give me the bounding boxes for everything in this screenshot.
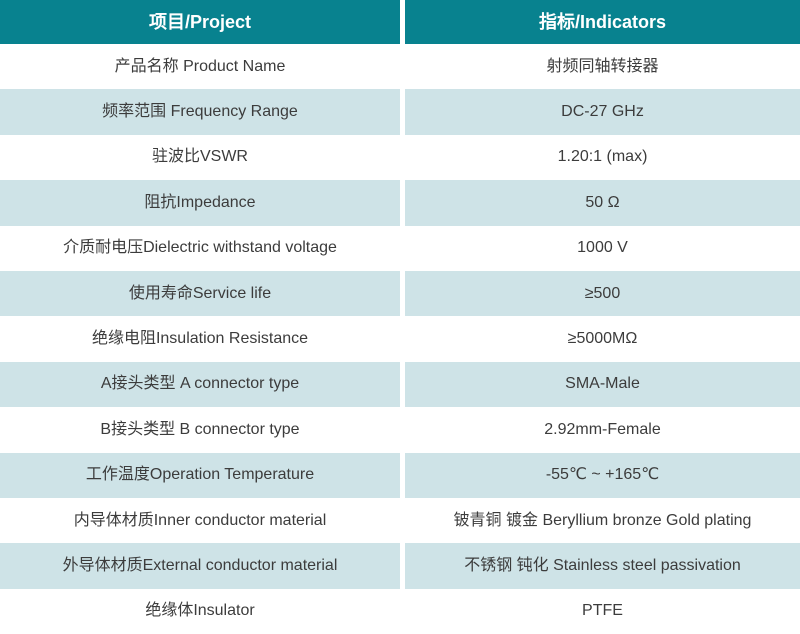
table-row: 工作温度Operation Temperature -55℃ ~ +165℃ — [0, 452, 800, 498]
table-row: 介质耐电压Dielectric withstand voltage 1000 V — [0, 225, 800, 271]
column-divider — [400, 225, 405, 271]
indicator-cell: 1.20:1 (max) — [557, 148, 648, 166]
project-cell: 频率范围 Frequency Range — [0, 89, 400, 135]
column-divider — [400, 407, 405, 453]
project-cell: 外导体材质External conductor material — [0, 543, 400, 589]
project-cell: A接头类型 A connector type — [0, 361, 400, 408]
indicator-cell: 50 Ω — [405, 180, 800, 226]
table-row: 使用寿命Service life ≥500 — [0, 270, 800, 317]
table-row: 驻波比VSWR 1.20:1 (max) — [0, 134, 800, 181]
indicator-cell: -55℃ ~ +165℃ — [405, 452, 800, 498]
column-divider — [400, 89, 405, 135]
table-row: 阻抗Impedance 50 Ω — [0, 180, 800, 226]
indicator-cell: ≥500 — [405, 270, 800, 317]
table-row: B接头类型 B connector type 2.92mm-Female — [0, 407, 800, 453]
indicator-cell: 1000 V — [577, 239, 628, 257]
column-divider — [400, 134, 405, 181]
indicator-cell: ≥5000MΩ — [567, 330, 638, 348]
indicator-cell: 2.92mm-Female — [544, 420, 661, 438]
project-cell: 使用寿命Service life — [0, 270, 400, 317]
table-row: 绝缘体Insulator PTFE — [0, 588, 800, 634]
column-divider — [400, 0, 405, 44]
project-cell: 产品名称 Product Name — [114, 57, 286, 75]
table-row: 产品名称 Product Name 射频同轴转接器 — [0, 44, 800, 90]
project-cell: 内导体材质Inner conductor material — [73, 511, 327, 529]
table-row: 频率范围 Frequency Range DC-27 GHz — [0, 89, 800, 135]
column-divider — [400, 270, 405, 317]
project-cell: 驻波比VSWR — [151, 148, 248, 166]
column-divider — [400, 44, 405, 90]
project-cell: B接头类型 B connector type — [100, 420, 300, 438]
column-divider — [400, 452, 405, 498]
indicator-cell: SMA-Male — [405, 361, 800, 408]
project-cell: 绝缘电阻Insulation Resistance — [91, 330, 309, 348]
project-cell: 工作温度Operation Temperature — [0, 452, 400, 498]
indicator-cell: DC-27 GHz — [405, 89, 800, 135]
column-divider — [400, 316, 405, 362]
indicator-cell: 射频同轴转接器 — [546, 57, 659, 75]
table-row: 外导体材质External conductor material 不锈钢 钝化 S… — [0, 543, 800, 589]
column-divider — [400, 180, 405, 226]
indicator-cell: PTFE — [582, 602, 623, 620]
table-row: A接头类型 A connector type SMA-Male — [0, 361, 800, 408]
project-cell: 介质耐电压Dielectric withstand voltage — [63, 239, 337, 257]
table-row: 内导体材质Inner conductor material 铍青铜 镀金 Bery… — [0, 497, 800, 544]
table-header-row: 项目/Project 指标/Indicators — [0, 0, 800, 44]
indicator-cell: 不锈钢 钝化 Stainless steel passivation — [405, 543, 800, 589]
column-divider — [400, 543, 405, 589]
header-cell-project: 项目/Project — [0, 0, 400, 44]
table-row: 绝缘电阻Insulation Resistance ≥5000MΩ — [0, 316, 800, 362]
column-divider — [400, 497, 405, 544]
header-cell-indicators: 指标/Indicators — [405, 0, 800, 44]
column-divider — [400, 361, 405, 408]
indicator-cell: 铍青铜 镀金 Beryllium bronze Gold plating — [453, 511, 752, 529]
project-cell: 绝缘体Insulator — [145, 602, 255, 620]
project-cell: 阻抗Impedance — [0, 180, 400, 226]
column-divider — [400, 588, 405, 634]
